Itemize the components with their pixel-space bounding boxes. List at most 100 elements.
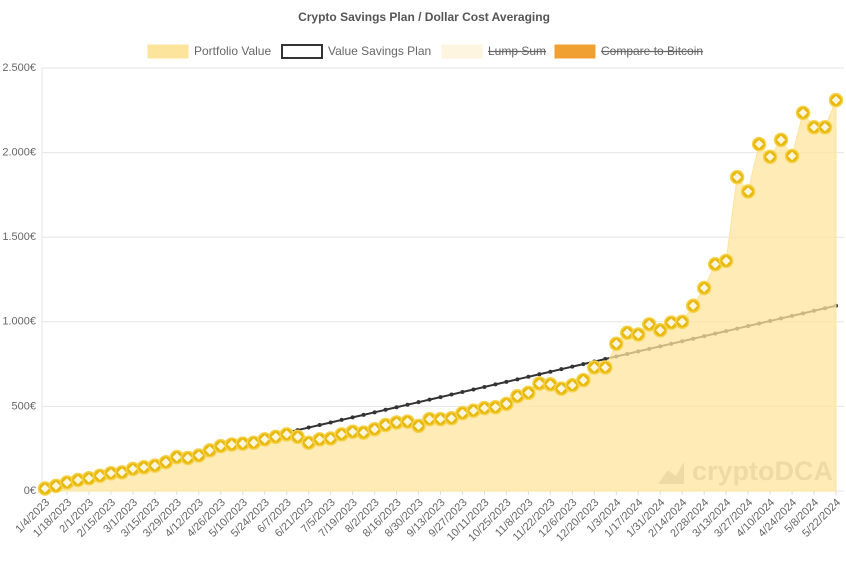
coin-icon	[579, 375, 588, 385]
portfolio-marker	[663, 315, 679, 330]
legend-label: Value Savings Plan	[328, 44, 431, 58]
legend-swatch	[554, 44, 596, 59]
savings-point	[515, 377, 520, 382]
savings-point	[526, 374, 531, 379]
savings-point	[537, 372, 542, 377]
savings-point	[350, 415, 355, 420]
portfolio-marker	[718, 253, 734, 269]
savings-point	[405, 402, 410, 407]
portfolio-marker	[158, 454, 174, 470]
coin-icon	[710, 260, 720, 269]
savings-point	[460, 390, 465, 395]
portfolio-marker	[411, 418, 426, 434]
coin-icon	[73, 475, 83, 485]
coin-icon	[436, 414, 445, 424]
legend-swatch	[441, 44, 483, 59]
coin-icon	[447, 414, 456, 423]
savings-point	[504, 379, 509, 384]
portfolio-marker	[92, 468, 108, 484]
coin-icon	[688, 301, 698, 310]
legend-item: Value Savings Plan	[281, 44, 431, 59]
portfolio-marker	[609, 336, 624, 352]
savings-point	[394, 405, 399, 410]
coin-icon	[172, 452, 182, 462]
coin-icon	[502, 399, 511, 409]
coin-icon	[634, 330, 643, 339]
coin-icon	[117, 468, 127, 477]
coin-icon	[238, 439, 247, 448]
legend-item: Compare to Bitcoin	[554, 44, 703, 59]
y-tick-label: 2.500€	[2, 62, 36, 74]
portfolio-marker	[620, 325, 635, 341]
portfolio-marker	[235, 436, 250, 451]
coin-icon	[425, 414, 434, 424]
portfolio-marker	[48, 478, 64, 494]
savings-point	[306, 425, 311, 430]
portfolio-marker	[543, 377, 558, 392]
portfolio-marker	[290, 429, 305, 445]
portfolio-area	[44, 99, 837, 492]
portfolio-marker	[631, 327, 646, 342]
legend-swatch	[281, 44, 323, 59]
legend-swatch	[147, 44, 189, 59]
portfolio-marker	[345, 424, 360, 440]
portfolio-marker	[598, 360, 613, 375]
coin-icon	[524, 388, 533, 398]
portfolio-marker	[696, 280, 712, 296]
portfolio-marker	[795, 105, 811, 121]
portfolio-marker	[169, 449, 185, 465]
coin-icon	[271, 432, 280, 442]
portfolio-marker	[817, 119, 833, 135]
coin-icon	[326, 434, 335, 443]
y-tick-label: 2.000€	[2, 147, 36, 159]
coin-icon	[227, 440, 237, 449]
portfolio-marker	[191, 448, 207, 463]
savings-point	[328, 420, 333, 425]
portfolio-marker	[81, 471, 97, 486]
coin-icon	[644, 320, 654, 329]
savings-point	[581, 362, 586, 367]
coin-icon	[62, 478, 72, 487]
portfolio-marker	[828, 92, 844, 108]
savings-point	[416, 400, 421, 405]
savings-point	[548, 369, 553, 374]
portfolio-marker	[389, 415, 404, 430]
coin-icon	[194, 451, 204, 460]
savings-point	[339, 417, 344, 422]
coin-icon	[84, 474, 94, 483]
portfolio-marker	[488, 399, 503, 415]
coin-icon	[403, 417, 412, 426]
savings-point	[493, 382, 498, 387]
coin-icon	[150, 461, 160, 470]
coin-icon	[348, 427, 357, 437]
savings-point	[570, 364, 575, 369]
coin-icon	[293, 432, 302, 442]
coin-icon	[666, 318, 676, 327]
coin-icon	[458, 408, 467, 418]
portfolio-marker	[576, 372, 591, 388]
coin-icon	[513, 392, 522, 401]
coin-icon	[260, 435, 269, 444]
savings-point	[383, 407, 388, 412]
coin-icon	[315, 435, 324, 444]
portfolio-marker	[213, 438, 229, 454]
coin-icon	[557, 384, 566, 393]
coin-icon	[128, 464, 138, 474]
coin-icon	[337, 430, 346, 439]
coin-icon	[469, 406, 478, 415]
y-tick-label: 1.000€	[2, 316, 36, 328]
coin-icon	[677, 317, 687, 327]
savings-point	[482, 384, 487, 389]
coin-icon	[51, 481, 61, 491]
legend-item: Portfolio Value	[147, 44, 271, 59]
coin-icon	[392, 418, 401, 427]
legend-label: Compare to Bitcoin	[601, 44, 703, 58]
savings-point	[438, 395, 443, 400]
coin-icon	[546, 380, 555, 389]
coin-icon	[183, 453, 193, 463]
coin-icon	[304, 438, 313, 448]
coin-icon	[721, 256, 731, 266]
coin-icon	[480, 403, 489, 413]
